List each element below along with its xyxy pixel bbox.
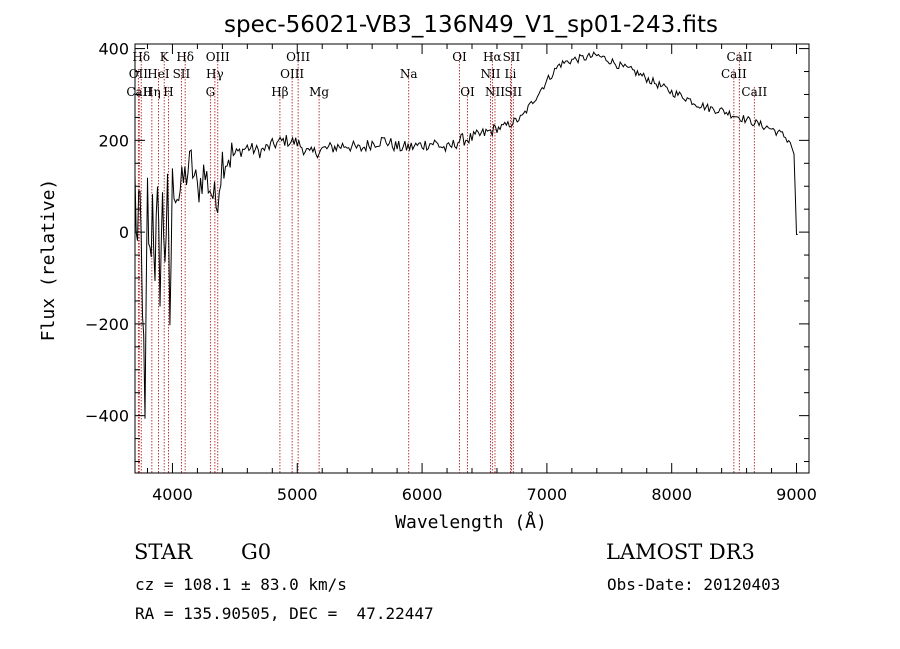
line-label-1: OII <box>129 67 149 81</box>
y-axis-label: Flux (relative) <box>38 179 59 342</box>
y-tick-label--200: −200 <box>85 315 129 334</box>
line-label-8: H <box>163 85 173 99</box>
emission-line-markers <box>137 52 755 473</box>
x-tick-label-7000: 7000 <box>527 485 568 504</box>
x-tick-label-5000: 5000 <box>277 485 318 504</box>
line-label-23: Li <box>505 67 517 81</box>
line-label-7: SII <box>173 67 191 81</box>
line-label-17: OI <box>452 50 467 64</box>
line-label-26: CaII <box>721 67 747 81</box>
line-label-0: Hδ <box>132 50 150 64</box>
object-subclass: G0 <box>241 540 272 564</box>
y-tick-label--400: −400 <box>85 407 129 426</box>
line-label-14: Hβ <box>271 85 288 99</box>
x-tick-label-9000: 9000 <box>776 485 817 504</box>
line-label-12: OIII <box>286 50 310 64</box>
line-label-3: K <box>160 50 170 64</box>
line-label-25: CaII <box>726 50 752 64</box>
line-label-6: Hδ <box>176 50 194 64</box>
line-label-16: Na <box>400 67 418 81</box>
y-tick-label-0: 0 <box>119 223 129 242</box>
line-label-19: Hα <box>483 50 502 64</box>
line-label-4: HeI <box>147 67 170 81</box>
y-tick-label-400: 400 <box>98 40 129 59</box>
line-label-9: OIII <box>206 50 230 64</box>
x-tick-label-8000: 8000 <box>651 485 692 504</box>
line-label-27: CaII <box>741 85 767 99</box>
axis-ticks: 4000 5000 6000 7000 8000 9000 −400 −200 0 200 400 <box>85 40 817 504</box>
line-label-21: NII <box>485 85 505 99</box>
line-label-10: Hγ <box>206 67 224 81</box>
line-label-18: OI <box>460 85 475 99</box>
observation-date: Obs-Date: 20120403 <box>607 575 781 594</box>
redshift-text: cz = 108.1 ± 83.0 km/s <box>135 575 347 594</box>
x-tick-label-4000: 4000 <box>152 485 193 504</box>
x-axis-label: Wavelength (Å) <box>395 511 547 533</box>
coordinates: RA = 135.90505, DEC = 47.22447 <box>135 604 434 623</box>
line-label-22: SII <box>503 50 521 64</box>
line-label-20: NII <box>480 67 500 81</box>
line-label-5: Hη <box>143 85 161 99</box>
x-tick-label-6000: 6000 <box>402 485 443 504</box>
survey-name: LAMOST DR3 <box>606 540 755 564</box>
line-label-2: CaII <box>126 85 152 99</box>
line-label-11: G <box>206 85 216 99</box>
y-tick-label-200: 200 <box>98 131 129 150</box>
chart-title: spec-56021-VB3_136N49_V1_sp01-243.fits <box>224 12 718 38</box>
object-class: STAR <box>134 540 193 564</box>
line-label-15: Mg <box>309 85 329 99</box>
spectrum-line <box>134 51 798 419</box>
line-label-13: OIII <box>280 67 304 81</box>
line-label-24: SII <box>504 85 522 99</box>
